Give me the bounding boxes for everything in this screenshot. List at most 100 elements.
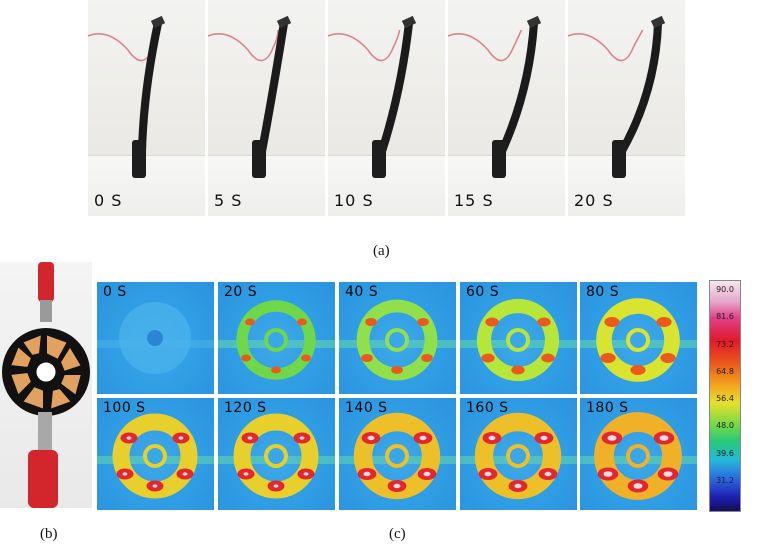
time-label: 180 S: [586, 400, 629, 416]
hot-spot: [361, 354, 373, 362]
peak-spot: [299, 436, 305, 440]
hot-spot: [630, 365, 646, 375]
clamp: [612, 140, 626, 178]
heating-wire: [568, 29, 644, 62]
hot-spot: [391, 366, 403, 374]
hot-spot: [421, 354, 433, 362]
bending-strip-drawing: [448, 15, 542, 178]
thermal-image: 40 S: [339, 282, 456, 394]
thermal-image: 120 S: [218, 398, 335, 510]
peak-spot: [607, 435, 617, 441]
thermal-image: 180 S: [580, 398, 697, 510]
peak-spot: [247, 436, 253, 440]
actuator-frame: 5 S: [208, 0, 325, 216]
time-label: 80 S: [586, 284, 620, 300]
center-hole: [143, 444, 167, 468]
peak-spot: [178, 436, 184, 440]
actuator-strip: [498, 22, 538, 152]
clamp: [492, 140, 506, 178]
panel-c-caption: (c): [389, 526, 406, 542]
center-hole: [506, 444, 530, 468]
heat-map-drawing: [580, 298, 697, 382]
hot-spot: [271, 366, 281, 374]
bending-strip-drawing: [328, 15, 417, 178]
thermal-image: 80 S: [580, 282, 697, 394]
hot-spot: [481, 353, 495, 363]
colorbar-tick-label: 90.0: [716, 285, 734, 294]
heat-map-drawing: [218, 300, 335, 380]
peak-spot: [514, 483, 522, 489]
clamp: [132, 140, 146, 178]
peak-spot: [122, 472, 128, 476]
peak-spot: [663, 471, 673, 477]
peak-spot: [243, 472, 249, 476]
shutter-aperture: [33, 359, 59, 385]
strip-tip: [650, 15, 666, 29]
strip-tip: [150, 15, 166, 29]
hot-spot: [604, 317, 620, 327]
heat-map-drawing: [580, 412, 697, 500]
hot-spot: [600, 353, 616, 363]
heat-map-drawing: [218, 413, 335, 499]
panel-a-caption: (a): [373, 243, 390, 259]
actuator-strip: [378, 22, 413, 152]
time-label: 10 S: [334, 191, 374, 210]
time-label: 40 S: [345, 284, 379, 300]
time-label: 0 S: [103, 284, 127, 300]
actuator-strip: [618, 22, 662, 152]
base-block: [328, 155, 445, 216]
thermal-image: 60 S: [460, 282, 577, 394]
peak-spot: [273, 484, 279, 488]
heat-map-drawing: [97, 413, 214, 499]
time-label: 140 S: [345, 400, 388, 416]
shutter-device-photo: [2, 262, 90, 508]
heating-wire: [208, 29, 279, 62]
center-hole: [626, 444, 650, 468]
thermal-image: 0 S: [97, 282, 214, 394]
hot-spot: [541, 353, 555, 363]
colorbar-tick-label: 31.2: [716, 475, 734, 485]
colorbar-tick-label: 81.6: [716, 312, 734, 322]
center-hole: [264, 444, 288, 468]
colorbar-tick-label: 73.2: [716, 339, 734, 349]
heat-map-drawing: [339, 299, 456, 381]
bending-strip-drawing: [208, 15, 292, 178]
actuator-frame: 0 S: [88, 0, 205, 216]
peak-spot: [540, 435, 548, 441]
peak-spot: [423, 471, 431, 477]
peak-spot: [367, 435, 375, 441]
thermal-image: 100 S: [97, 398, 214, 510]
peak-spot: [363, 471, 371, 477]
heat-map-drawing: [460, 412, 577, 500]
colorbar-tick-label: 22.8: [716, 503, 734, 512]
time-label: 120 S: [224, 400, 267, 416]
hot-spot: [660, 353, 676, 363]
top-red-clip: [38, 262, 54, 302]
clamp: [252, 140, 266, 178]
peak-spot: [182, 472, 188, 476]
heat-map-drawing: [97, 302, 214, 374]
strip-tip: [526, 15, 542, 29]
heat-map-drawing: [460, 298, 577, 382]
strip-tip: [401, 15, 417, 29]
hot-spot: [301, 354, 311, 362]
strip-tip: [276, 15, 292, 29]
peak-spot: [419, 435, 427, 441]
hot-spot: [297, 318, 307, 326]
thermal-image: 140 S: [339, 398, 456, 510]
hot-spot: [485, 317, 499, 327]
time-label: 60 S: [466, 284, 500, 300]
colorbar-tick-label: 48.0: [716, 421, 734, 431]
bottom-red-clip: [28, 450, 58, 508]
time-label: 160 S: [466, 400, 509, 416]
disc-hole: [147, 330, 163, 346]
base-block: [448, 155, 565, 216]
center-hole: [626, 328, 650, 352]
time-label: 5 S: [214, 191, 243, 210]
heated-ring: [236, 300, 316, 380]
thermal-image: 160 S: [460, 398, 577, 510]
heat-map-drawing: [339, 412, 456, 500]
center-hole: [506, 328, 530, 352]
peak-spot: [659, 435, 669, 441]
peak-spot: [633, 483, 643, 489]
